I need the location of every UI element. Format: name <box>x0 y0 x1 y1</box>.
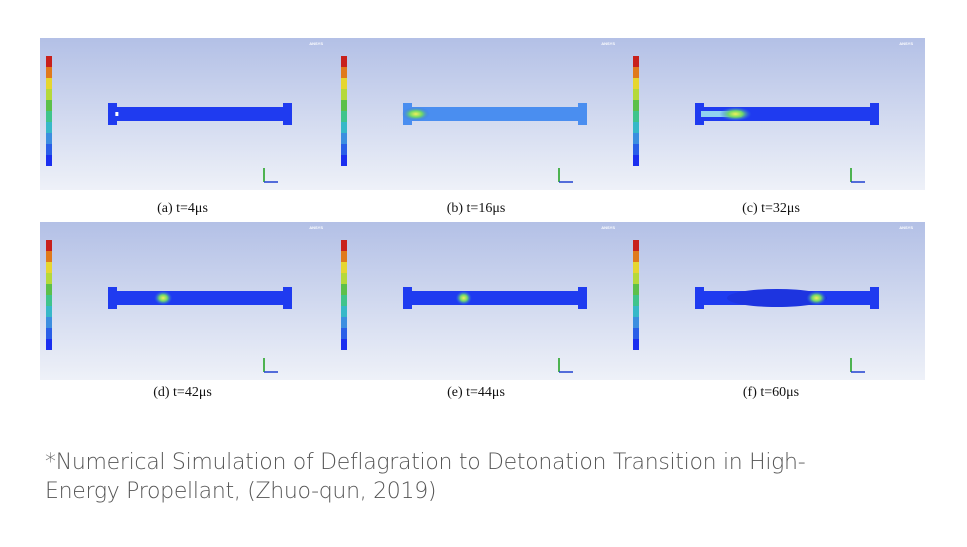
color-legend-cell <box>46 67 52 78</box>
simulation-panel: ANSYS <box>627 38 925 190</box>
color-legend-cell <box>341 339 347 350</box>
color-legend-cell <box>633 339 639 350</box>
tube <box>108 291 292 305</box>
color-legend-cell <box>341 306 347 317</box>
color-legend-cell <box>633 306 639 317</box>
ignition-point <box>115 112 119 116</box>
panel-caption: (b) t=16μs <box>447 201 506 216</box>
simulation-panel: ANSYS <box>40 222 335 380</box>
color-legend-cell <box>341 240 347 251</box>
color-legend-cell <box>341 273 347 284</box>
color-legend-cell <box>341 56 347 67</box>
color-legend-cell <box>633 144 639 155</box>
footnote: *Numerical Simulation of Deflagration to… <box>45 450 806 504</box>
color-legend-cell <box>46 155 52 166</box>
color-legend-cell <box>633 122 639 133</box>
color-legend-cell <box>341 100 347 111</box>
figure: ANSYS (a) t=4μs ANSYS (b) t=16μs ANSYS (c) t=… <box>40 38 925 400</box>
panel-caption: (c) t=32μs <box>742 201 800 216</box>
panel-caption: (e) t=44μs <box>447 385 505 400</box>
color-legend-cell <box>46 89 52 100</box>
color-legend-cell <box>341 144 347 155</box>
panel-caption: (d) t=42μs <box>153 385 212 400</box>
watermark: ANSYS <box>601 41 615 46</box>
color-legend-cell <box>341 133 347 144</box>
color-legend-cell <box>341 328 347 339</box>
color-legend-cell <box>46 251 52 262</box>
hot-spot <box>154 291 173 305</box>
color-legend-cell <box>46 240 52 251</box>
hot-spot <box>455 291 472 305</box>
watermark: ANSYS <box>309 225 323 230</box>
color-legend-cell <box>341 67 347 78</box>
color-legend-cell <box>633 89 639 100</box>
hot-spot <box>719 107 752 121</box>
tube <box>403 291 587 305</box>
color-legend-cell <box>46 111 52 122</box>
color-legend-cell <box>633 67 639 78</box>
color-legend-cell <box>341 78 347 89</box>
color-legend-cell <box>341 295 347 306</box>
panel-caption: (f) t=60μs <box>743 385 799 400</box>
color-legend-cell <box>633 240 639 251</box>
color-legend-cell <box>46 273 52 284</box>
color-legend-cell <box>46 284 52 295</box>
color-legend-cell <box>46 317 52 328</box>
color-legend-cell <box>633 111 639 122</box>
color-legend-cell <box>341 251 347 262</box>
watermark: ANSYS <box>309 41 323 46</box>
color-legend-cell <box>633 295 639 306</box>
simulation-panel: ANSYS <box>335 38 627 190</box>
color-legend-cell <box>46 100 52 111</box>
panel-caption: (a) t=4μs <box>157 201 208 216</box>
tube <box>108 107 292 121</box>
color-legend-cell <box>341 317 347 328</box>
color-legend-cell <box>633 284 639 295</box>
color-legend-cell <box>633 251 639 262</box>
simulation-panel: ANSYS <box>40 38 335 190</box>
color-legend-cell <box>341 122 347 133</box>
color-legend-cell <box>633 100 639 111</box>
color-legend-cell <box>633 262 639 273</box>
watermark: ANSYS <box>899 41 913 46</box>
color-legend-cell <box>46 295 52 306</box>
color-legend-cell <box>341 284 347 295</box>
color-legend-cell <box>341 155 347 166</box>
color-legend-cell <box>633 273 639 284</box>
hot-spot <box>401 107 430 121</box>
simulation-panel: ANSYS <box>335 222 627 380</box>
watermark: ANSYS <box>899 225 913 230</box>
color-legend-cell <box>46 328 52 339</box>
color-legend-cell <box>46 56 52 67</box>
color-legend-cell <box>46 133 52 144</box>
color-legend-cell <box>341 111 347 122</box>
color-legend-cell <box>633 155 639 166</box>
color-legend-cell <box>46 78 52 89</box>
color-legend-cell <box>341 89 347 100</box>
color-legend-cell <box>633 328 639 339</box>
watermark: ANSYS <box>601 225 615 230</box>
simulation-panel: ANSYS <box>627 222 925 380</box>
color-legend-cell <box>46 262 52 273</box>
color-legend-cell <box>633 133 639 144</box>
tube-bulge <box>727 289 827 307</box>
color-legend-cell <box>46 122 52 133</box>
color-legend-cell <box>633 317 639 328</box>
color-legend-cell <box>341 262 347 273</box>
color-legend-cell <box>633 56 639 67</box>
color-legend-cell <box>46 306 52 317</box>
color-legend-cell <box>46 144 52 155</box>
color-legend-cell <box>46 339 52 350</box>
color-legend-cell <box>633 78 639 89</box>
tube <box>403 107 587 121</box>
hot-spot <box>806 291 827 305</box>
